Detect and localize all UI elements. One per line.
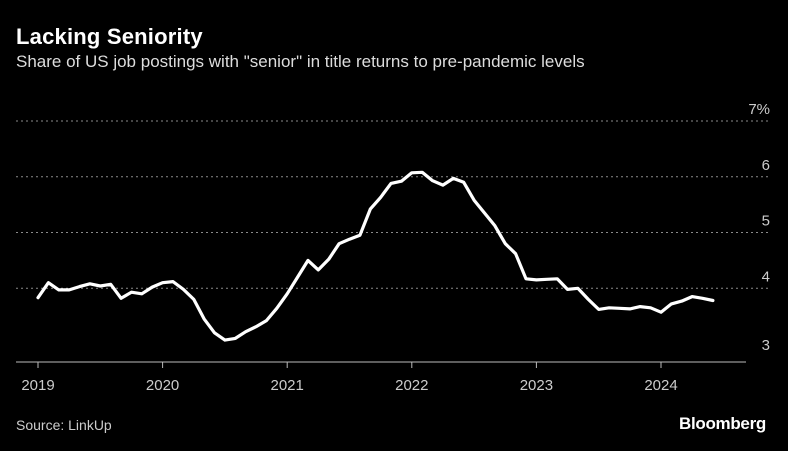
x-tick-label: 2024 (644, 377, 677, 394)
gridlines (16, 120, 770, 289)
source-note: Source: LinkUp (16, 417, 112, 433)
y-tick-label: 6 (762, 157, 770, 174)
x-tick-label: 2022 (395, 377, 428, 394)
x-tick-label: 2023 (520, 377, 553, 394)
series-line (36, 170, 715, 342)
x-tick-label: 2020 (146, 377, 179, 394)
x-tick-label: 2019 (21, 377, 54, 394)
x-axis: 2019 2020 2021 2022 2023 2024 (16, 361, 746, 394)
y-tick-label: 5 (762, 213, 770, 230)
bloomberg-logo: Bloomberg (678, 414, 766, 433)
y-axis-labels: 3 4 5 6 7% (748, 101, 770, 354)
chart-title: Lacking Seniority (16, 24, 203, 49)
y-tick-label: 3 (762, 337, 770, 354)
chart-subtitle: Share of US job postings with "senior" i… (16, 52, 585, 71)
y-tick-label: 7% (748, 101, 770, 118)
y-tick-label: 4 (762, 268, 770, 285)
x-tick-label: 2021 (271, 377, 304, 394)
